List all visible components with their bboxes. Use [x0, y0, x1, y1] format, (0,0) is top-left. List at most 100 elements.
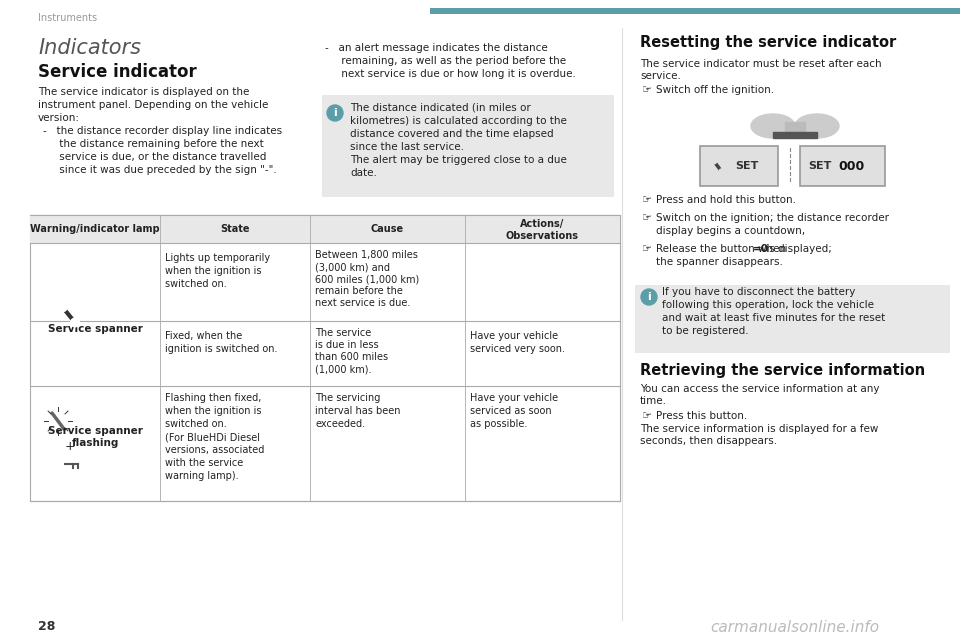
Text: since it was due preceded by the sign "-".: since it was due preceded by the sign "-…: [43, 165, 276, 175]
Text: Release the button when: Release the button when: [656, 244, 789, 254]
Text: warning lamp).: warning lamp).: [165, 471, 239, 481]
Text: The service indicator is displayed on the: The service indicator is displayed on th…: [38, 87, 250, 97]
Text: =0: =0: [754, 244, 769, 254]
Text: Service indicator: Service indicator: [38, 63, 197, 81]
FancyBboxPatch shape: [700, 146, 778, 186]
Bar: [430, 8, 960, 14]
Bar: [322, 95, 614, 197]
Text: Fixed, when the: Fixed, when the: [165, 331, 242, 341]
Text: i: i: [333, 108, 337, 118]
Text: ☞: ☞: [642, 195, 652, 205]
Text: 28: 28: [38, 620, 56, 632]
Text: State: State: [220, 224, 250, 234]
Text: when the ignition is: when the ignition is: [165, 406, 261, 416]
Bar: [785, 122, 805, 134]
Text: as possible.: as possible.: [470, 419, 527, 429]
Text: Between 1,800 miles: Between 1,800 miles: [315, 250, 418, 260]
Text: carmanualsonline.info: carmanualsonline.info: [710, 621, 879, 636]
Text: You can access the service information at any: You can access the service information a…: [640, 384, 879, 394]
Bar: [773, 132, 817, 138]
Text: remain before the: remain before the: [315, 286, 403, 296]
Text: next service is due or how long it is overdue.: next service is due or how long it is ov…: [325, 69, 576, 79]
Text: Service spanner: Service spanner: [48, 426, 142, 436]
Bar: [30, 215, 620, 243]
Text: exceeded.: exceeded.: [315, 419, 365, 429]
Text: service is due, or the distance travelled: service is due, or the distance travelle…: [43, 152, 266, 162]
Text: display begins a countdown,: display begins a countdown,: [656, 226, 805, 236]
Text: with the service: with the service: [165, 458, 243, 468]
Text: (1,000 km).: (1,000 km).: [315, 364, 372, 374]
Text: (For BlueHDi Diesel: (For BlueHDi Diesel: [165, 432, 260, 442]
Text: If you have to disconnect the battery: If you have to disconnect the battery: [662, 287, 855, 297]
Text: Lights up temporarily: Lights up temporarily: [165, 253, 270, 263]
Text: ☞: ☞: [642, 213, 652, 223]
Text: Flashing then fixed,: Flashing then fixed,: [165, 393, 261, 403]
Text: Press and hold this button.: Press and hold this button.: [656, 195, 796, 205]
Text: Warning/indicator lamp: Warning/indicator lamp: [30, 224, 159, 234]
Text: 000: 000: [838, 159, 864, 173]
Text: Have your vehicle: Have your vehicle: [470, 393, 558, 403]
Circle shape: [55, 461, 61, 467]
Text: Press this button.: Press this button.: [656, 411, 747, 421]
Text: the spanner disappears.: the spanner disappears.: [656, 257, 782, 267]
Text: remaining, as well as the period before the: remaining, as well as the period before …: [325, 56, 566, 66]
Text: switched on.: switched on.: [165, 279, 227, 289]
Text: The service indicator must be reset after each: The service indicator must be reset afte…: [640, 59, 881, 69]
Text: and wait at least five minutes for the reset: and wait at least five minutes for the r…: [662, 313, 885, 323]
Text: kilometres) is calculated according to the: kilometres) is calculated according to t…: [350, 116, 566, 126]
Text: SET: SET: [735, 161, 758, 171]
Text: seconds, then disappears.: seconds, then disappears.: [640, 436, 778, 446]
Circle shape: [709, 156, 717, 164]
Text: ignition is switched on.: ignition is switched on.: [165, 344, 277, 354]
Text: than 600 miles: than 600 miles: [315, 352, 388, 362]
Text: versions, associated: versions, associated: [165, 445, 264, 455]
Text: is due in less: is due in less: [315, 340, 378, 350]
Circle shape: [327, 105, 343, 121]
Text: Resetting the service indicator: Resetting the service indicator: [640, 35, 897, 49]
Text: Retrieving the service information: Retrieving the service information: [640, 364, 925, 378]
Text: to be registered.: to be registered.: [662, 326, 749, 336]
Text: Have your vehicle: Have your vehicle: [470, 331, 558, 341]
Text: ☞: ☞: [642, 411, 652, 421]
Text: date.: date.: [350, 168, 377, 178]
Text: SET: SET: [808, 161, 831, 171]
Bar: [635, 285, 950, 353]
Text: +: +: [64, 440, 75, 452]
Text: distance covered and the time elapsed: distance covered and the time elapsed: [350, 129, 554, 139]
Text: instrument panel. Depending on the vehicle: instrument panel. Depending on the vehic…: [38, 100, 269, 110]
Text: The servicing: The servicing: [315, 393, 380, 403]
Text: the distance remaining before the next: the distance remaining before the next: [43, 139, 264, 149]
Text: Indicators: Indicators: [38, 38, 141, 58]
Text: 600 miles (1,000 km): 600 miles (1,000 km): [315, 274, 420, 284]
Text: Actions/: Actions/: [520, 219, 564, 229]
Text: time.: time.: [640, 396, 667, 406]
Text: flashing: flashing: [71, 438, 119, 448]
Text: The distance indicated (in miles or: The distance indicated (in miles or: [350, 103, 531, 113]
Text: Instruments: Instruments: [38, 13, 97, 23]
Circle shape: [641, 289, 657, 305]
Text: service.: service.: [640, 71, 681, 81]
Text: The alert may be triggered close to a due: The alert may be triggered close to a du…: [350, 155, 566, 165]
Text: serviced as soon: serviced as soon: [470, 406, 552, 416]
Text: (3,000 km) and: (3,000 km) and: [315, 262, 390, 272]
Ellipse shape: [795, 114, 839, 138]
Text: next service is due.: next service is due.: [315, 298, 410, 308]
Circle shape: [57, 301, 67, 312]
Text: since the last service.: since the last service.: [350, 142, 464, 152]
Text: version:: version:: [38, 113, 80, 123]
Circle shape: [71, 319, 79, 326]
Text: when the ignition is: when the ignition is: [165, 266, 261, 276]
Circle shape: [51, 457, 65, 471]
Text: -   the distance recorder display line indicates: - the distance recorder display line ind…: [43, 126, 282, 136]
Text: Switch on the ignition; the distance recorder: Switch on the ignition; the distance rec…: [656, 213, 889, 223]
Text: switched on.: switched on.: [165, 419, 227, 429]
Text: serviced very soon.: serviced very soon.: [470, 344, 565, 354]
Text: The service: The service: [315, 328, 372, 338]
Text: Observations: Observations: [506, 231, 579, 241]
Bar: [30, 215, 620, 501]
Text: interval has been: interval has been: [315, 406, 400, 416]
Text: ☞: ☞: [642, 85, 652, 95]
FancyBboxPatch shape: [800, 146, 885, 186]
Text: ☞: ☞: [642, 244, 652, 254]
Text: following this operation, lock the vehicle: following this operation, lock the vehic…: [662, 300, 874, 310]
